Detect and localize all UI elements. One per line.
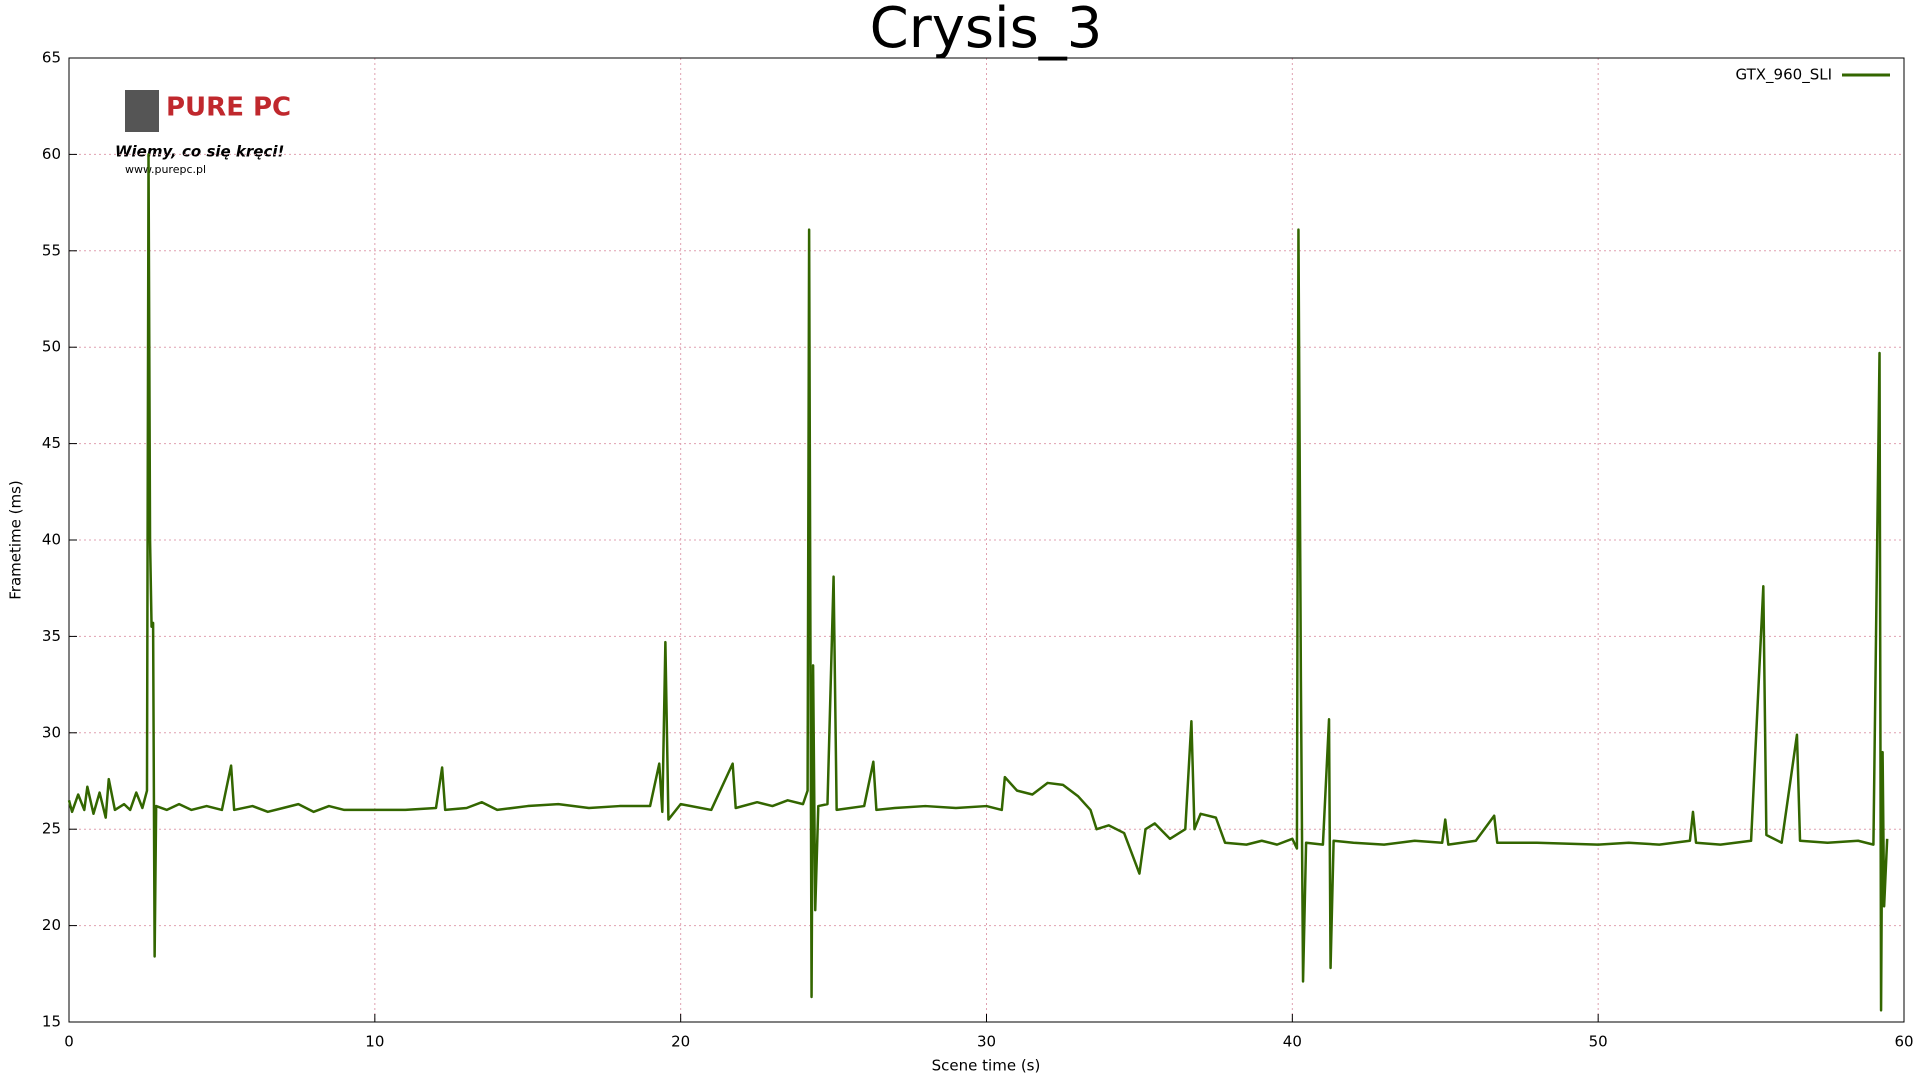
- plot-frame: [68, 57, 1905, 1023]
- y-tick-label: 20: [42, 916, 61, 934]
- data-line: [67, 153, 1889, 1012]
- logo-box: [125, 90, 159, 132]
- chart-title: Crysis_3: [870, 0, 1103, 61]
- x-tick-label: 0: [64, 1033, 74, 1051]
- x-tick-label: 50: [1589, 1033, 1608, 1051]
- legend-label: GTX_960_SLI: [1736, 66, 1832, 85]
- y-tick-label: 60: [42, 145, 61, 163]
- y-tick-label: 15: [42, 1013, 61, 1031]
- y-tick-label: 45: [42, 434, 61, 452]
- logo: PURE PC Wiemy, co się kręci! www.purepc.…: [115, 90, 291, 176]
- logo-slogan: Wiemy, co się kręci!: [115, 143, 284, 161]
- x-tick-label: 10: [365, 1033, 384, 1051]
- y-tick-label: 50: [42, 338, 61, 356]
- y-tick-label: 65: [42, 49, 61, 67]
- x-tick-label: 30: [977, 1033, 996, 1051]
- x-tick-label: 40: [1283, 1033, 1302, 1051]
- y-tick-label: 55: [42, 241, 61, 259]
- logo-url: www.purepc.pl: [125, 163, 206, 176]
- x-tick-label: 20: [671, 1033, 690, 1051]
- y-axis-label: Frametime (ms): [7, 480, 25, 600]
- y-tick-label: 25: [42, 820, 61, 838]
- y-tick-label: 35: [42, 627, 61, 645]
- logo-brand: PURE PC: [166, 93, 291, 123]
- y-tick-label: 40: [42, 531, 61, 549]
- x-axis-label: Scene time (s): [932, 1057, 1041, 1075]
- x-tick-label: 60: [1894, 1033, 1913, 1051]
- y-tick-label: 30: [42, 723, 61, 741]
